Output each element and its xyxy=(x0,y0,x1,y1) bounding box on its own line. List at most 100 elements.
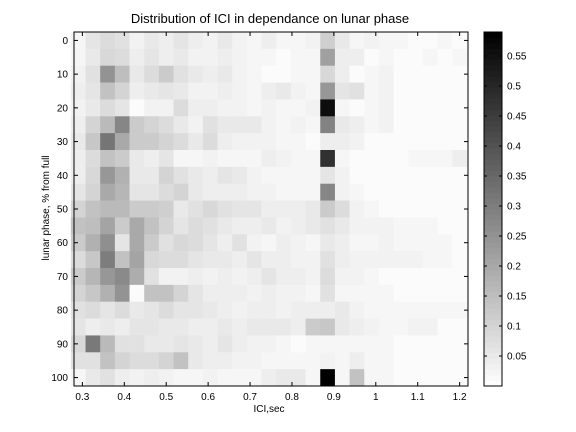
heatmap-cell xyxy=(276,200,292,218)
heatmap-cell xyxy=(70,32,86,50)
heatmap-cell xyxy=(246,82,262,100)
heatmap-cell xyxy=(202,65,218,83)
heatmap-cell xyxy=(393,82,409,100)
heatmap-cell xyxy=(100,150,116,168)
heatmap-cell xyxy=(422,116,438,134)
colorbar-band xyxy=(484,380,502,387)
heatmap-cell xyxy=(422,284,438,303)
heatmap-cell xyxy=(305,99,321,117)
heatmap-cell xyxy=(276,284,292,303)
heatmap-cell xyxy=(232,166,248,185)
heatmap-cell xyxy=(202,268,218,286)
heatmap-cell xyxy=(290,369,306,387)
heatmap-cell xyxy=(188,352,204,370)
heatmap-cell xyxy=(437,150,453,168)
heatmap-cell xyxy=(452,82,468,100)
heatmap-cell xyxy=(85,116,101,134)
heatmap-cell xyxy=(276,318,292,336)
heatmap-cell xyxy=(217,150,233,168)
heatmap-cell xyxy=(70,48,86,67)
heatmap-cell xyxy=(85,284,101,303)
heatmap-cell xyxy=(437,65,453,83)
heatmap-cell xyxy=(158,32,174,50)
heatmap-cell xyxy=(173,352,189,370)
heatmap-cell xyxy=(158,352,174,370)
heatmap-cell xyxy=(232,133,248,151)
colorbar-band xyxy=(484,197,502,204)
heatmap-cell xyxy=(334,268,350,286)
heatmap-cell xyxy=(437,234,453,252)
heatmap-cell xyxy=(100,82,116,100)
heatmap-cell xyxy=(158,48,174,67)
heatmap-cell xyxy=(232,318,248,336)
heatmap-cell xyxy=(349,352,365,370)
heatmap-cell xyxy=(349,301,365,319)
colorbar-band xyxy=(484,308,502,315)
heatmap-cell xyxy=(378,150,394,168)
heatmap-cell xyxy=(334,32,350,50)
heatmap-cell xyxy=(261,369,277,387)
heatmap-cell xyxy=(144,166,160,185)
heatmap-cell xyxy=(129,251,145,269)
heatmap-cell xyxy=(305,32,321,50)
heatmap-cell xyxy=(378,318,394,336)
heatmap-cell xyxy=(437,133,453,151)
colorbar-band xyxy=(484,225,502,232)
heatmap-cell xyxy=(217,116,233,134)
heatmap-cell xyxy=(320,116,336,134)
heatmap-cell xyxy=(85,99,101,117)
colorbar-band xyxy=(484,231,502,238)
heatmap-cell xyxy=(452,335,468,353)
heatmap-cell xyxy=(276,183,292,201)
heatmap-cell xyxy=(114,234,130,252)
heatmap-cell xyxy=(202,82,218,100)
heatmap-cell xyxy=(202,166,218,185)
heatmap-cell xyxy=(276,32,292,50)
heatmap-cell xyxy=(305,82,321,100)
heatmap-cell xyxy=(290,284,306,303)
heatmap-cell xyxy=(290,234,306,252)
heatmap-cell xyxy=(437,217,453,235)
heatmap-cell xyxy=(305,166,321,185)
heatmap-cell xyxy=(408,335,424,353)
heatmap-cell xyxy=(129,369,145,387)
heatmap-cell xyxy=(422,99,438,117)
heatmap-cell xyxy=(246,48,262,67)
heatmap-cell xyxy=(217,166,233,185)
heatmap-cell xyxy=(437,284,453,303)
heatmap-cell xyxy=(349,200,365,218)
heatmap-cell xyxy=(408,166,424,185)
heatmap-cell xyxy=(364,284,380,303)
heatmap-cell xyxy=(452,133,468,151)
colorbar-band xyxy=(484,280,502,287)
colorbar-band xyxy=(484,209,502,215)
heatmap-cell xyxy=(378,234,394,252)
heatmap-cell xyxy=(320,234,336,252)
heatmap-cell xyxy=(334,183,350,201)
heatmap-cell xyxy=(158,99,174,117)
heatmap-cell xyxy=(305,251,321,269)
heatmap-cell xyxy=(100,335,116,353)
heatmap-cell xyxy=(261,183,277,201)
heatmap-cell xyxy=(232,234,248,252)
heatmap-cell xyxy=(246,150,262,168)
heatmap-cell xyxy=(173,217,189,235)
heatmap-cell xyxy=(232,268,248,286)
heatmap-cell xyxy=(144,48,160,67)
heatmap-cell xyxy=(129,318,145,336)
colorbar-band xyxy=(484,347,502,354)
heatmap-cell xyxy=(334,335,350,353)
heatmap-cell xyxy=(393,369,409,387)
heatmap-cell xyxy=(334,82,350,100)
heatmap-cell xyxy=(261,48,277,67)
heatmap-cell xyxy=(114,251,130,269)
heatmap-cell xyxy=(334,133,350,151)
heatmap-cell xyxy=(129,234,145,252)
heatmap-cell xyxy=(408,133,424,151)
heatmap-cell xyxy=(173,200,189,218)
x-axis-label: ICI,sec xyxy=(253,404,284,415)
heatmap-cell xyxy=(437,116,453,134)
heatmap-cell xyxy=(217,318,233,336)
heatmap-cell xyxy=(408,65,424,83)
heatmap-cell xyxy=(144,335,160,353)
